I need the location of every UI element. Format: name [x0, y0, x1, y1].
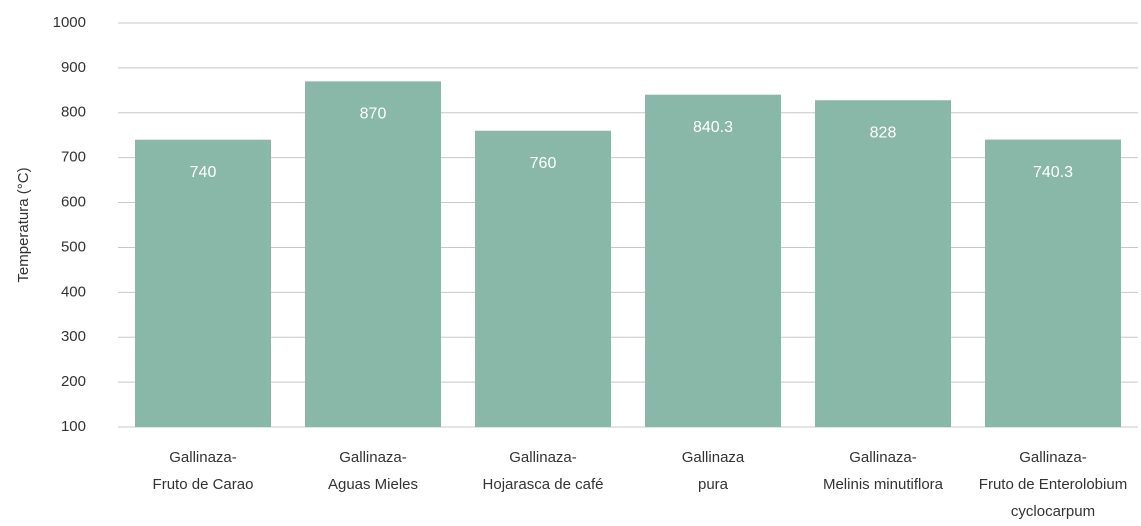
y-tick-label: 700	[61, 149, 86, 166]
x-tick-label: Hojarasca de café	[483, 476, 604, 493]
value-label: 760	[530, 155, 557, 172]
bar	[475, 130, 611, 427]
x-tick-label: Gallinaza-	[169, 449, 237, 466]
bar	[135, 139, 271, 427]
value-label: 870	[360, 106, 387, 123]
bar	[815, 100, 951, 427]
y-axis-label: Temperatura (°C)	[15, 167, 32, 282]
y-tick-label: 400	[61, 283, 86, 300]
bar	[305, 81, 441, 427]
y-tick-label: 100	[61, 418, 86, 435]
bar	[645, 94, 781, 427]
x-tick-label: Gallinaza-	[849, 449, 917, 466]
y-tick-label: 200	[61, 373, 86, 390]
x-tick-label: Fruto de Enterolobium	[979, 476, 1127, 493]
value-label: 740.3	[1033, 164, 1073, 181]
x-tick-label: Aguas Mieles	[328, 476, 418, 493]
y-tick-label: 500	[61, 238, 86, 255]
y-tick-label: 300	[61, 328, 86, 345]
y-tick-label: 1000	[53, 14, 86, 31]
x-tick-label: Gallinaza-	[1019, 449, 1087, 466]
y-tick-label: 900	[61, 59, 86, 76]
y-tick-label: 600	[61, 194, 86, 211]
y-tick-label: 800	[61, 104, 86, 121]
bar	[985, 139, 1121, 427]
value-label: 828	[870, 124, 897, 141]
value-label: 740	[190, 164, 217, 181]
x-tick-label: Fruto de Carao	[153, 476, 254, 493]
value-label: 840.3	[693, 119, 733, 136]
x-tick-label: Melinis minutiflora	[823, 476, 944, 493]
x-tick-label: Gallinaza	[682, 449, 745, 466]
x-tick-label: Gallinaza-	[509, 449, 577, 466]
x-tick-label: pura	[698, 476, 729, 493]
x-tick-label: cyclocarpum	[1011, 503, 1095, 520]
x-tick-label: Gallinaza-	[339, 449, 407, 466]
